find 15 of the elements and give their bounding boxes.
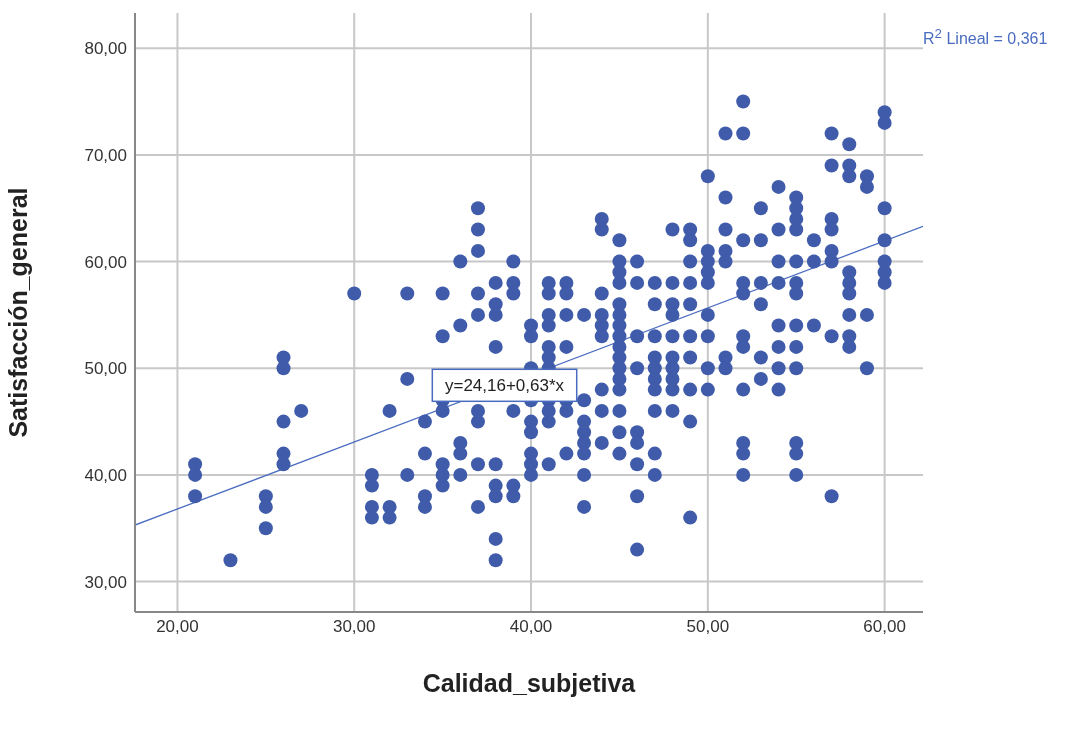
y-tick-label: 30,00 xyxy=(84,572,127,592)
x-tick-label: 60,00 xyxy=(863,617,906,637)
y-tick-label: 80,00 xyxy=(84,39,127,59)
y-tick-label: 50,00 xyxy=(84,359,127,379)
x-tick-label: 30,00 xyxy=(332,617,376,637)
y-tick-label: 40,00 xyxy=(84,465,127,485)
y-axis-title: Satisfacción_general xyxy=(3,187,32,438)
x-tick-label: 20,00 xyxy=(156,617,199,637)
y-tick-label: 60,00 xyxy=(84,252,127,272)
x-tick-label: 40,00 xyxy=(509,617,553,637)
x-axis-title: Calidad_subjetiva xyxy=(422,669,637,697)
text: R$^{2}$ Lineal = 0,361 xyxy=(923,26,1048,49)
annotation: y=24,16+0,63*x xyxy=(444,376,565,396)
x-tick-label: 50,00 xyxy=(686,617,730,637)
y-tick-label: 70,00 xyxy=(84,145,127,165)
